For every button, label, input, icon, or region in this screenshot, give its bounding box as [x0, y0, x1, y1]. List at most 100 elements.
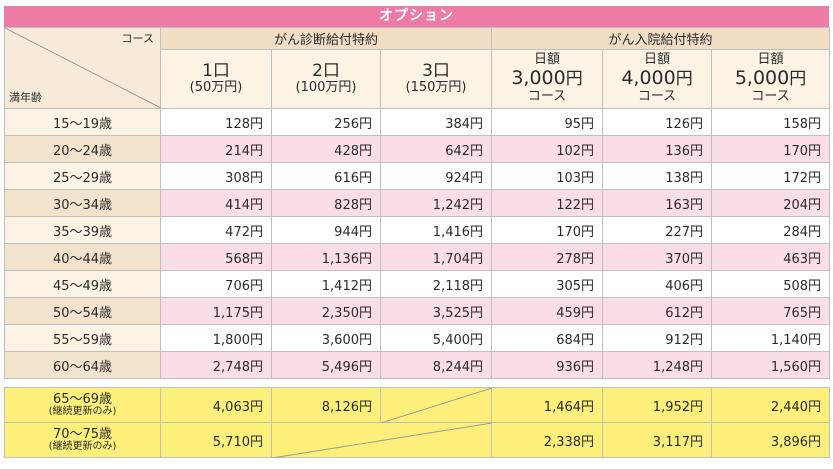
rate-cell: 3,525円: [379, 297, 493, 325]
age-cell: 25～29歳: [4, 162, 161, 190]
column-header-3: 3口 (150万円): [379, 49, 493, 109]
age-range: 70～75歳: [52, 426, 113, 442]
rate-cell: 1,412円: [271, 270, 381, 298]
row-spacer: [4, 378, 830, 388]
rate-cell: 616円: [271, 162, 381, 190]
option-banner: オプション: [4, 6, 829, 27]
rate-cell: 936円: [491, 351, 604, 379]
column-daily-label: 日額: [534, 52, 561, 68]
column-daily-amount: 4,000: [621, 67, 676, 90]
rate-cell: 2,118円: [379, 270, 493, 298]
rate-cell: 256円: [271, 108, 381, 136]
renewal-note: (継続更新のみ): [48, 440, 117, 452]
group-header-hospital: がん入院給付特約: [491, 27, 831, 50]
age-cell: 45～49歳: [4, 270, 161, 298]
rate-cell: 428円: [271, 135, 381, 163]
rate-cell: 1,248円: [602, 351, 713, 379]
table-row-renewal: 70～75歳 (継続更新のみ) 5,710円 2,338円 3,117円 3,8…: [4, 422, 831, 458]
rate-cell: 1,242円: [379, 189, 493, 217]
rates-body: 15～19歳 128円 256円 384円 95円 126円 158円 20～2…: [4, 108, 831, 458]
rate-cell: 284円: [711, 216, 831, 244]
column-header-4: 日額 3,000円 コース: [491, 49, 604, 109]
age-cell: 55～59歳: [4, 324, 161, 352]
group-header-diagnosis: がん診断給付特約: [159, 27, 493, 50]
rate-cell: 158円: [711, 108, 831, 136]
rate-cell: 2,748円: [160, 351, 272, 379]
rate-cell: 138円: [602, 162, 713, 190]
rate-cell: 1,416円: [379, 216, 493, 244]
diagonal-strike: [272, 423, 492, 458]
column-yen-unit: 円: [675, 69, 693, 90]
rate-cell: 1,464円: [491, 387, 604, 423]
corner-header-cell: コース 満年齢: [4, 27, 161, 109]
rate-cell: 1,800円: [160, 324, 272, 352]
rate-cell: 305円: [491, 270, 604, 298]
rate-cell: 1,560円: [711, 351, 831, 379]
table-row: 30～34歳 414円 828円 1,242円 122円 163円 204円: [4, 189, 831, 217]
not-available-cell: [270, 422, 493, 458]
rate-cell: 944円: [271, 216, 381, 244]
age-cell: 20～24歳: [4, 135, 161, 163]
column-course-label: コース: [527, 88, 567, 104]
diagonal-strike: [381, 388, 492, 423]
rate-cell: 414円: [160, 189, 272, 217]
rate-cell: 5,496円: [271, 351, 381, 379]
premium-table-container: オプション コース 満年齢 がん診断給付特約 がん入院給付特約 1口: [4, 6, 831, 458]
rate-cell: 128円: [160, 108, 272, 136]
table-row: 40～44歳 568円 1,136円 1,704円 278円 370円 463円: [4, 243, 831, 271]
rate-cell: 1,952円: [602, 387, 713, 423]
column-yen-unit: 円: [565, 69, 583, 90]
rate-cell: 95円: [491, 108, 604, 136]
renewal-note: (継続更新のみ): [48, 405, 117, 417]
corner-diagonal: [5, 28, 161, 109]
rate-cell: 122円: [491, 189, 604, 217]
rate-cell: 406円: [602, 270, 713, 298]
column-units: 1口: [202, 60, 230, 81]
column-amount: (100万円): [295, 80, 357, 96]
column-amount: (50万円): [189, 80, 243, 96]
corner-course-label: コース: [121, 32, 154, 45]
rate-cell: 463円: [711, 243, 831, 271]
rate-cell: 3,896円: [711, 422, 831, 458]
column-course-label: コース: [751, 88, 790, 104]
age-cell: 60～64歳: [4, 351, 161, 379]
rate-cell: 642円: [379, 135, 493, 163]
column-header-5: 日額 4,000円 コース: [602, 49, 713, 109]
column-course-label: コース: [637, 88, 677, 104]
rate-cell: 459円: [491, 297, 604, 325]
rate-cell: 136円: [602, 135, 713, 163]
rate-cell: 103円: [491, 162, 604, 190]
age-cell: 35～39歳: [4, 216, 161, 244]
rate-cell: 828円: [271, 189, 381, 217]
rate-cell: 170円: [491, 216, 604, 244]
column-header-6: 日額 5,000円 コース: [711, 49, 831, 109]
rate-cell: 1,136円: [271, 243, 381, 271]
column-header-2: 2口 (100万円): [271, 49, 381, 109]
column-yen-unit: 円: [789, 69, 807, 90]
rate-cell: 3,600円: [271, 324, 381, 352]
rate-cell: 612円: [602, 297, 713, 325]
age-cell: 15～19歳: [4, 108, 161, 136]
age-cell: 65～69歳 (継続更新のみ): [4, 387, 161, 423]
rate-cell: 2,440円: [711, 387, 831, 423]
rate-cell: 163円: [602, 189, 713, 217]
age-range: 65～69歳: [52, 391, 113, 407]
rate-cell: 2,338円: [491, 422, 604, 458]
rate-cell: 172円: [711, 162, 831, 190]
age-cell: 50～54歳: [4, 297, 161, 325]
corner-age-label: 満年齢: [9, 91, 42, 104]
column-daily-label: 日額: [757, 52, 784, 68]
rate-cell: 1,704円: [379, 243, 493, 271]
rate-cell: 278円: [491, 243, 604, 271]
rate-cell: 204円: [711, 189, 831, 217]
table-row: 60～64歳 2,748円 5,496円 8,244円 936円 1,248円 …: [4, 351, 831, 379]
rate-cell: 102円: [491, 135, 604, 163]
table-row: 35～39歳 472円 944円 1,416円 170円 227円 284円: [4, 216, 831, 244]
rate-cell: 308円: [160, 162, 272, 190]
rate-cell: 912円: [602, 324, 713, 352]
rate-cell: 1,175円: [160, 297, 272, 325]
rate-cell: 508円: [711, 270, 831, 298]
rate-cell: 370円: [602, 243, 713, 271]
rate-cell: 126円: [602, 108, 713, 136]
table-row: 50～54歳 1,175円 2,350円 3,525円 459円 612円 76…: [4, 297, 831, 325]
